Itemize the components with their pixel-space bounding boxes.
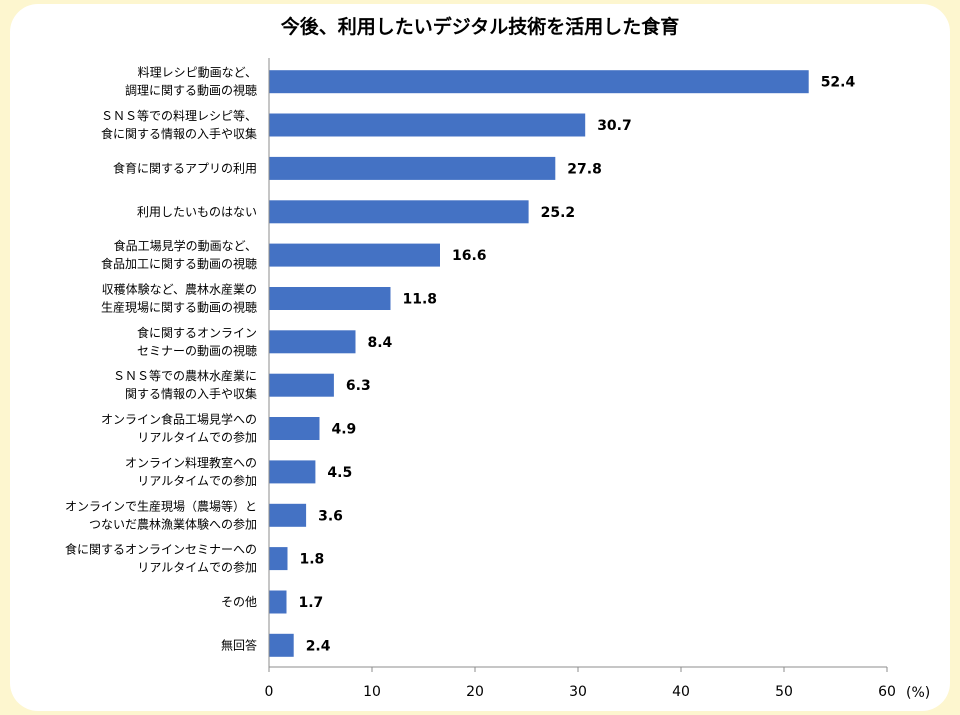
category-label: つないだ農林漁業体験への参加 <box>89 516 257 531</box>
data-label: 6.3 <box>346 378 371 394</box>
data-label: 1.8 <box>300 552 325 568</box>
data-label: 27.8 <box>567 161 602 177</box>
data-label: 25.2 <box>541 205 576 221</box>
data-label: 8.4 <box>368 335 393 351</box>
category-label: リアルタイムでの参加 <box>137 430 257 445</box>
x-tick-label: 50 <box>775 684 793 700</box>
category-label: 収穫体験など、農林水産業の <box>102 282 257 297</box>
category-label: 食に関するオンライン <box>137 325 257 340</box>
x-tick-label: 40 <box>672 684 690 700</box>
category-label: 食育に関するアプリの利用 <box>113 160 257 175</box>
data-label: 52.4 <box>821 75 856 91</box>
bar <box>269 633 294 657</box>
x-tick-label: 30 <box>569 684 587 700</box>
bar <box>269 113 586 137</box>
category-label: ＳＮＳ等での農林水産業に <box>113 368 257 383</box>
bar <box>269 243 440 267</box>
chart-title: 今後、利用したいデジタル技術を活用した食育 <box>280 16 680 38</box>
data-label: 2.4 <box>306 638 331 654</box>
x-tick-label: 20 <box>466 684 484 700</box>
bar <box>269 547 288 571</box>
x-axis-unit: (%) <box>906 685 930 701</box>
bar <box>269 70 809 94</box>
data-label: 30.7 <box>597 118 632 134</box>
category-label: 調理に関する動画の視聴 <box>125 83 257 98</box>
data-label: 4.9 <box>332 422 357 438</box>
category-label: セミナーの動画の視聴 <box>137 343 257 358</box>
data-label: 4.5 <box>327 465 352 481</box>
category-label: ＳＮＳ等での料理レシピ等、 <box>101 109 257 123</box>
bar <box>269 156 556 180</box>
data-label: 3.6 <box>318 508 343 524</box>
category-label: 生産現場に関する動画の視聴 <box>101 300 257 315</box>
category-label: リアルタイムでの参加 <box>137 473 257 488</box>
data-label: 11.8 <box>403 292 438 308</box>
x-tick-label: 60 <box>878 684 896 700</box>
category-label: 食品工場見学の動画など、 <box>114 238 257 253</box>
category-label: 食に関する情報の入手や収集 <box>101 126 257 141</box>
bar <box>269 373 334 397</box>
category-label: 食品加工に関する動画の視聴 <box>101 256 257 271</box>
bar <box>269 590 287 614</box>
category-label: 利用したいものはない <box>137 205 257 219</box>
x-tick-label: 10 <box>363 684 381 700</box>
bar <box>269 460 316 484</box>
bar <box>269 287 391 310</box>
category-label: 料理レシピ動画など、 <box>138 66 257 80</box>
data-label: 1.7 <box>299 595 324 611</box>
category-label: リアルタイムでの参加 <box>137 560 257 575</box>
x-tick-label: 0 <box>265 684 274 700</box>
bar <box>269 417 320 440</box>
category-label: その他 <box>221 595 257 609</box>
data-label: 16.6 <box>452 248 487 264</box>
bar <box>269 200 529 224</box>
bar <box>269 330 356 354</box>
category-label: オンライン料理教室への <box>125 455 257 470</box>
bar <box>269 503 307 527</box>
category-label: 食に関するオンラインセミナーへの <box>65 542 257 557</box>
category-label: 関する情報の入手や収集 <box>125 386 257 401</box>
category-label: 無回答 <box>221 637 257 652</box>
category-label: オンラインで生産現場（農場等）と <box>65 498 257 513</box>
category-label: オンライン食品工場見学への <box>101 412 257 427</box>
